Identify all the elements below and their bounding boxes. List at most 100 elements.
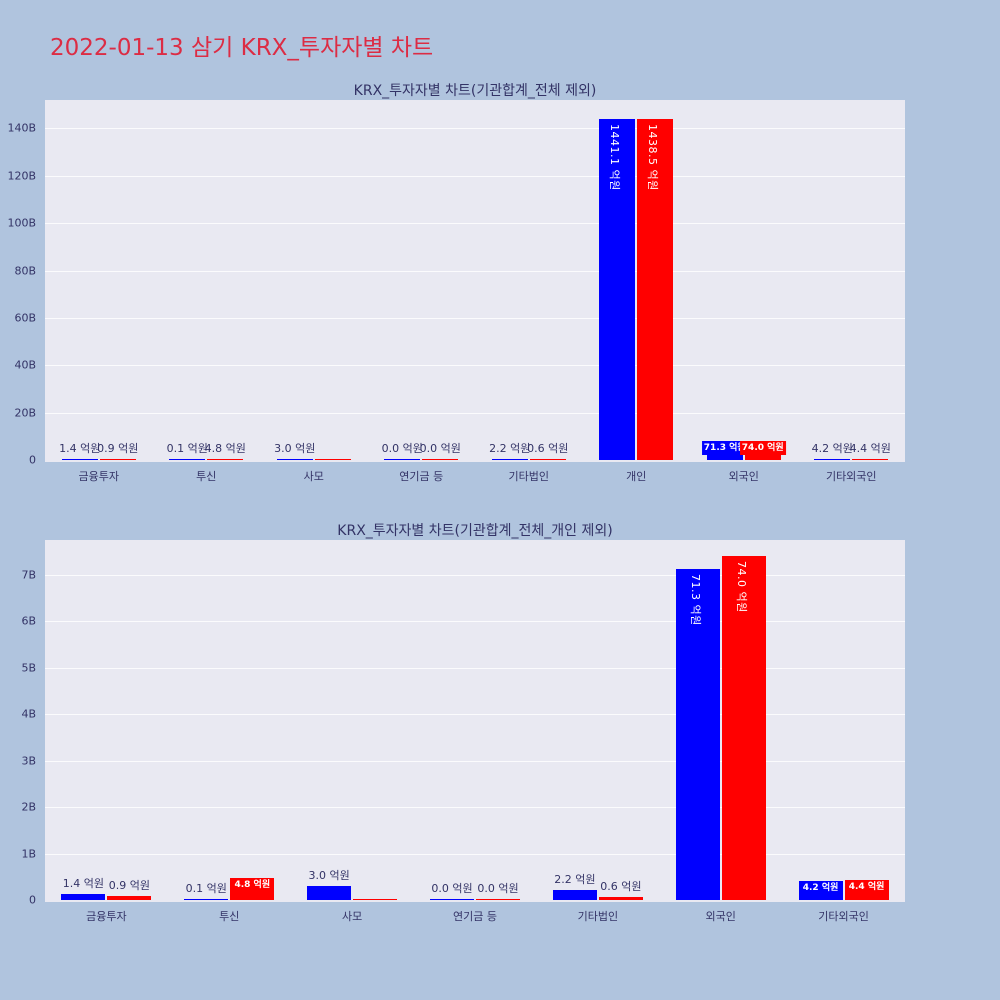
bar-blue-투신: [184, 899, 229, 900]
y-tick-label-4B: 4B: [21, 707, 36, 721]
x-category-label-투신: 투신: [219, 910, 240, 923]
bar-value-label-red-기타법인: 0.6 억원: [600, 880, 642, 894]
bar-red-기타법인: [598, 897, 643, 900]
x-category-label-기타외국인: 기타외국인: [825, 470, 877, 483]
bar-red-금융투자: [107, 895, 152, 900]
bar-red-사모: [314, 459, 351, 460]
bar-red-기타법인: [529, 459, 566, 460]
bar-red-금융투자: [99, 459, 136, 460]
bar-red-개인: [637, 119, 674, 460]
bar-blue-기타외국인: [814, 459, 851, 460]
bar-value-label-blue-사모: 3.0 억원: [274, 442, 316, 455]
gridline-60B: [45, 317, 905, 319]
gridline-7B: [45, 574, 905, 576]
chart-title-investor-all: KRX_투자자별 차트(기관합계_전체 제외): [353, 83, 597, 99]
gridline-4B: [45, 714, 905, 716]
gridline-100B: [45, 223, 905, 225]
x-category-label-금융투자: 금융투자: [86, 910, 127, 923]
gridline-3B: [45, 760, 905, 762]
chart-title-investor-ex-individual: KRX_투자자별 차트(기관합계_전체_개인 제외): [337, 523, 613, 539]
x-category-label-금융투자: 금융투자: [78, 470, 119, 483]
x-category-label-기타법인: 기타법인: [577, 910, 619, 923]
x-category-label-기타법인: 기타법인: [508, 470, 549, 483]
y-tick-label-120B: 120B: [7, 169, 36, 183]
plot-area-investor-ex-individual: 1.4 억원 0.9 억원 0.1 억원 4.8 억원 3.0 억원 0.0 억원 0.0 …: [45, 540, 905, 902]
bar-red-연기금 등: [422, 459, 459, 460]
bar-blue-투신: [169, 459, 206, 460]
y-tick-label-80B: 80B: [14, 264, 36, 278]
y-tick-label-2B: 2B: [21, 800, 36, 814]
x-category-label-외국인: 외국인: [705, 910, 736, 923]
bar-value-label-blue-외국인: 71.3 억원: [688, 573, 702, 626]
bar-red-연기금 등: [476, 899, 520, 900]
bar-blue-금융투자: [61, 459, 98, 460]
bar-red-사모: [353, 899, 398, 900]
bar-value-label-blue-금융투자: 1.4 억원: [62, 876, 105, 890]
page-title: 2022-01-13 삼기 KRX_투자자별 차트: [50, 35, 434, 61]
gridline-6B: [45, 621, 905, 623]
bar-blue-연기금 등: [384, 459, 421, 460]
bar-blue-기타법인: [491, 459, 528, 460]
bar-value-label-blue-연기금 등: 0.0 억원: [431, 882, 473, 895]
y-tick-label-7B: 7B: [21, 568, 36, 582]
bar-value-label-blue-연기금 등: 0.0 억원: [381, 442, 423, 455]
y-tick-label-40B: 40B: [14, 358, 36, 372]
y-tick-label-60B: 60B: [14, 311, 36, 325]
gridline-40B: [45, 365, 905, 367]
gridline-20B: [45, 412, 905, 414]
gridline-120B: [45, 175, 905, 177]
y-tick-label-1B: 1B: [21, 847, 36, 861]
bar-blue-금융투자: [61, 893, 106, 900]
bar-value-label-blue-사모: 3.0 억원: [308, 869, 350, 883]
x-category-label-투신: 투신: [196, 470, 217, 483]
bar-value-label-red-기타외국인: 4.4 억원: [849, 441, 891, 455]
y-tick-label-0: 0: [29, 893, 36, 907]
bar-blue-연기금 등: [430, 899, 474, 900]
bar-value-label-red-기타외국인: 4.4 억원: [846, 879, 887, 894]
bar-blue-개인: [599, 118, 636, 460]
y-tick-label-6B: 6B: [21, 614, 36, 628]
bar-value-label-blue-투신: 0.1 억원: [185, 882, 227, 895]
bar-value-label-red-개인: 1438.5 억원: [646, 124, 660, 192]
bar-value-label-red-외국인: 74.0 억원: [734, 561, 748, 613]
x-category-label-연기금 등: 연기금 등: [453, 910, 497, 923]
bar-blue-외국인: [675, 568, 720, 900]
chart-investor-ex-individual: KRX_투자자별 차트(기관합계_전체_개인 제외) 1.4 억원 0.9 억원 0…: [21, 523, 905, 923]
bar-value-label-blue-투신: 0.1 억원: [166, 442, 208, 455]
y-tick-label-0: 0: [29, 453, 36, 467]
x-category-label-외국인: 외국인: [728, 470, 759, 483]
bar-blue-기타법인: [552, 889, 597, 900]
bar-value-label-blue-기타법인: 2.2 억원: [554, 872, 596, 886]
gridline-5B: [45, 667, 905, 669]
bar-value-label-blue-금융투자: 1.4 억원: [59, 442, 101, 455]
bar-value-label-red-금융투자: 0.9 억원: [97, 442, 139, 455]
bar-blue-사모: [276, 459, 313, 460]
bar-value-label-red-연기금 등: 0.0 억원: [477, 882, 519, 895]
bar-value-label-red-투신: 4.8 억원: [232, 877, 273, 892]
gridline-140B: [45, 128, 905, 130]
gridline-1B: [45, 853, 905, 855]
y-tick-label-5B: 5B: [21, 661, 36, 675]
y-tick-label-3B: 3B: [21, 754, 36, 768]
gridline-80B: [45, 270, 905, 272]
bar-red-외국인: [721, 556, 766, 900]
bar-value-label-blue-기타외국인: 4.2 억원: [800, 880, 841, 895]
bar-value-label-blue-기타외국인: 4.2 억원: [811, 442, 853, 455]
bar-value-label-red-외국인: 74.0 억원: [739, 441, 786, 455]
y-tick-label-20B: 20B: [14, 406, 36, 420]
x-category-label-개인: 개인: [626, 470, 647, 483]
x-category-label-사모: 사모: [342, 910, 363, 923]
x-category-label-사모: 사모: [303, 470, 324, 483]
y-tick-label-140B: 140B: [7, 121, 36, 135]
x-category-label-기타외국인: 기타외국인: [818, 910, 869, 923]
y-tick-label-100B: 100B: [7, 216, 36, 230]
plot-area-investor-all: 1.4 억원 0.9 억원 0.1 억원 4.8 억원 3.0 억원 0.0 억원 0.0 …: [45, 100, 905, 462]
bar-red-투신: [207, 458, 244, 460]
bar-value-label-red-연기금 등: 0.0 억원: [419, 442, 461, 455]
bar-red-기타외국인: [852, 458, 889, 460]
x-category-label-연기금 등: 연기금 등: [399, 470, 444, 483]
bar-value-label-blue-기타법인: 2.2 억원: [489, 442, 531, 455]
bar-value-label-red-투신: 4.8 억원: [204, 441, 246, 455]
bar-value-label-red-금융투자: 0.9 억원: [108, 878, 151, 892]
